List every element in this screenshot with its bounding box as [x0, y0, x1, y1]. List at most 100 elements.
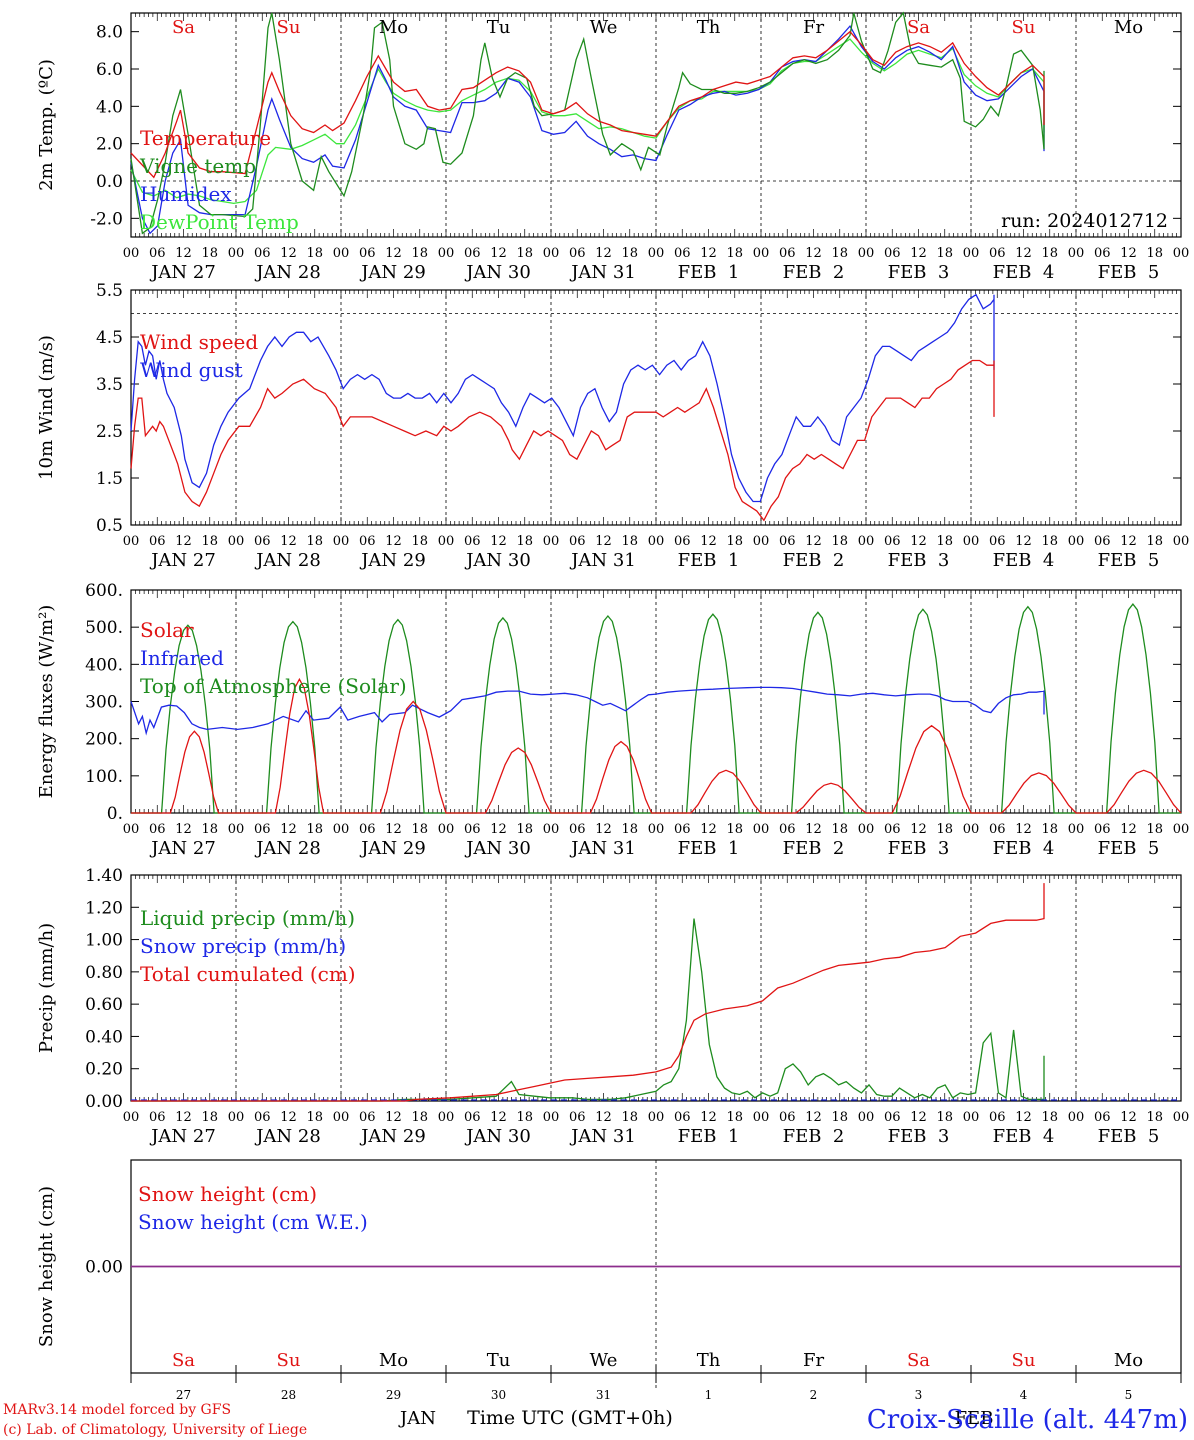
- x-date-label: FEB 1: [678, 838, 740, 859]
- x-date-label: JAN 27: [149, 1126, 216, 1147]
- x-date-label: JAN 28: [254, 838, 321, 859]
- run-annotation: run: 2024012712: [1001, 210, 1168, 232]
- y-tick-label: 300.: [85, 693, 123, 713]
- legend-entry: DewPoint Temp: [140, 210, 299, 234]
- y-tick-label: 4.0: [96, 97, 123, 117]
- x-hour-tick-label: 18: [1041, 246, 1058, 261]
- legend-entry: Liquid precip (mm/h): [140, 906, 355, 930]
- y-tick-label: 0.0: [96, 172, 123, 192]
- x-hour-tick-label: 00: [1068, 246, 1085, 261]
- x-date-label: FEB 5: [1098, 838, 1160, 859]
- x-hour-tick-label: 12: [385, 1110, 402, 1125]
- x-hour-tick-label: 18: [726, 246, 743, 261]
- x-hour-tick-label: 12: [805, 534, 822, 549]
- x-hour-tick-label: 18: [201, 534, 218, 549]
- day-number-label: 1: [705, 1388, 713, 1402]
- x-hour-tick-label: 00: [228, 822, 245, 837]
- panel-5: 0.00 Snow height (cm) Snow height (cm) Snow…: [36, 1159, 1182, 1402]
- legend-entry: Snow height (cm W.E.): [138, 1210, 368, 1234]
- x-hour-tick-label: 12: [1120, 246, 1137, 261]
- x-hour-tick-label: 18: [726, 534, 743, 549]
- x-hour-tick-label: 06: [989, 1110, 1006, 1125]
- x-hour-tick-label: 12: [595, 534, 612, 549]
- x-hour-tick-label: 00: [543, 822, 560, 837]
- x-hour-tick-label: 12: [700, 822, 717, 837]
- month-label-jan: JAN: [398, 1408, 436, 1429]
- x-hour-tick-label: 00: [648, 534, 665, 549]
- x-hour-tick-label: 12: [175, 246, 192, 261]
- weekday-label: Sa: [907, 1350, 930, 1371]
- x-hour-tick-label: 00: [123, 1110, 140, 1125]
- x-date-label: JAN 28: [254, 1126, 321, 1147]
- x-hour-tick-label: 18: [1146, 822, 1163, 837]
- x-hour-tick-label: 18: [411, 246, 428, 261]
- day-number-label: 2: [810, 1388, 818, 1402]
- y-axis-label: Energy fluxes (W/m²): [36, 605, 57, 799]
- x-date-label: FEB 4: [993, 838, 1055, 859]
- day-number-label: 28: [281, 1388, 296, 1402]
- x-hour-tick-label: 00: [1068, 822, 1085, 837]
- x-hour-tick-label: 12: [1120, 534, 1137, 549]
- x-hour-tick-label: 00: [1173, 1110, 1190, 1125]
- x-hour-tick-label: 00: [858, 534, 875, 549]
- x-hour-tick-label: 00: [228, 1110, 245, 1125]
- x-hour-tick-label: 18: [831, 822, 848, 837]
- x-hour-tick-label: 12: [910, 534, 927, 549]
- x-hour-tick-label: 18: [831, 246, 848, 261]
- day-number-label: 31: [596, 1388, 611, 1402]
- y-tick-label: 4.5: [96, 328, 123, 348]
- weekday-label: We: [590, 1350, 618, 1371]
- x-hour-tick-label: 06: [254, 534, 271, 549]
- x-date-label: FEB 2: [783, 550, 845, 571]
- y-tick-label: 0.40: [85, 1027, 123, 1047]
- x-hour-tick-label: 00: [648, 246, 665, 261]
- x-hour-tick-label: 12: [1015, 246, 1032, 261]
- day-number-label: 4: [1020, 1388, 1028, 1402]
- x-date-label: JAN 27: [149, 838, 216, 859]
- legend-entry: Vigne temp: [139, 154, 256, 178]
- x-hour-tick-label: 12: [1120, 1110, 1137, 1125]
- panel-4: 00 06 12 18 00 06 12 18 00 06 12 18 00 06 12 18 00 06 12 18…: [36, 866, 1189, 1147]
- panel-1: 00 06 12 18 00 06 12 18 00 06 12 18 00 06 12 18 00 06 12 18…: [36, 11, 1189, 283]
- x-hour-tick-label: 00: [1173, 822, 1190, 837]
- x-hour-tick-label: 06: [674, 822, 691, 837]
- station-title: Croix-Scaille (alt. 447m): [867, 1405, 1188, 1435]
- y-tick-label: 0.60: [85, 995, 123, 1015]
- x-hour-tick-label: 06: [464, 534, 481, 549]
- y-axis-label: 2m Temp. (ºC): [36, 59, 57, 191]
- x-hour-tick-label: 06: [149, 246, 166, 261]
- x-hour-tick-label: 06: [569, 822, 586, 837]
- y-tick-label: 0.80: [85, 963, 123, 983]
- weekday-label: Mo: [379, 1350, 408, 1371]
- x-hour-tick-label: 00: [963, 1110, 980, 1125]
- weekday-label: Th: [697, 17, 721, 38]
- legend-entry: Solar: [140, 618, 194, 642]
- y-tick-label: 2.0: [96, 135, 123, 155]
- series-line-3: [130, 38, 1045, 205]
- weekday-label: Tu: [487, 17, 511, 38]
- x-hour-tick-label: 00: [228, 246, 245, 261]
- x-hour-tick-label: 18: [201, 822, 218, 837]
- weekday-label: Sa: [907, 17, 930, 38]
- credit-line-1: MARv3.14 model forced by GFS: [3, 1402, 231, 1418]
- x-date-label: JAN 30: [464, 550, 531, 571]
- x-date-label: FEB 2: [783, 262, 845, 283]
- x-date-label: JAN 31: [569, 1126, 636, 1147]
- x-date-label: FEB 5: [1098, 550, 1160, 571]
- x-date-label: JAN 29: [359, 550, 426, 571]
- x-hour-tick-label: 18: [831, 1110, 848, 1125]
- x-hour-tick-label: 18: [831, 534, 848, 549]
- x-hour-tick-label: 18: [1041, 822, 1058, 837]
- x-date-label: JAN 31: [569, 838, 636, 859]
- x-hour-tick-label: 06: [254, 246, 271, 261]
- x-hour-tick-label: 06: [569, 246, 586, 261]
- y-tick-label: 0.20: [85, 1060, 123, 1080]
- day-number-label: 27: [176, 1388, 191, 1402]
- legend-entry: Wind speed: [140, 330, 258, 354]
- weekday-label: Mo: [379, 17, 408, 38]
- x-hour-tick-label: 00: [438, 534, 455, 549]
- y-tick-label: 6.0: [96, 60, 123, 80]
- x-hour-tick-label: 00: [333, 1110, 350, 1125]
- x-hour-tick-label: 00: [438, 822, 455, 837]
